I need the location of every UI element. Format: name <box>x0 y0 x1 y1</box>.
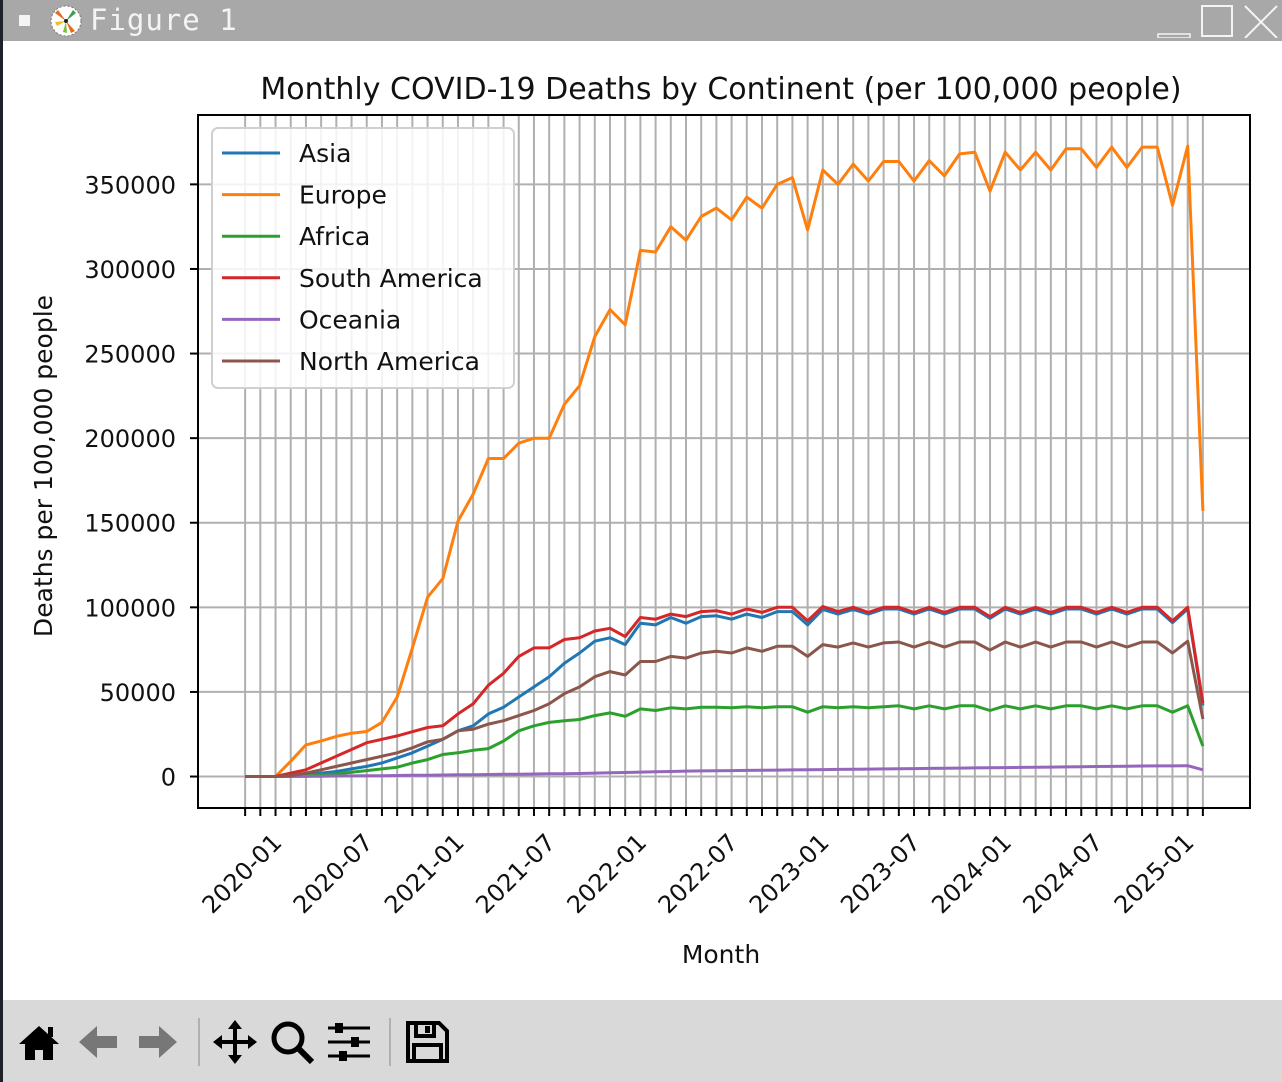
x-tick-label: 2024-01 <box>926 828 1017 919</box>
figure-window: Figure 1 <box>3 0 1282 1082</box>
minimize-button[interactable] <box>1155 4 1195 38</box>
y-tick-label: 200000 <box>84 425 176 453</box>
matplotlib-logo-icon <box>50 5 82 37</box>
legend-label: North America <box>299 347 480 376</box>
navigation-toolbar <box>3 1000 1282 1082</box>
title-bar[interactable]: Figure 1 <box>3 0 1282 41</box>
back-arrow-icon[interactable] <box>75 1018 123 1066</box>
toolbar-separator <box>389 1018 391 1066</box>
legend: Asia Europe Africa South America Oceania Nort… <box>211 127 515 389</box>
home-icon[interactable] <box>15 1018 63 1066</box>
x-tick-label: 2023-07 <box>835 828 926 919</box>
series-lines <box>245 144 1205 778</box>
x-tick-label: 2023-01 <box>744 828 835 919</box>
pan-move-icon[interactable] <box>211 1018 259 1066</box>
chart-title: Monthly COVID-19 Deaths by Continent (pe… <box>260 72 1181 107</box>
legend-label: Asia <box>299 139 351 168</box>
y-tick-label: 300000 <box>84 256 176 284</box>
y-tick-label: 250000 <box>84 341 176 369</box>
forward-arrow-icon[interactable] <box>133 1018 181 1066</box>
legend-box <box>211 127 515 389</box>
x-tick-label: 2022-07 <box>653 828 744 919</box>
y-tick-label: 100000 <box>84 594 176 622</box>
configure-subplots-icon[interactable] <box>325 1018 373 1066</box>
legend-label: Africa <box>299 222 370 251</box>
maximize-button[interactable] <box>1199 4 1239 38</box>
series-line-north-america <box>245 639 1205 778</box>
x-axis-label: Month <box>682 940 760 969</box>
x-tick-label: 2025-01 <box>1109 828 1200 919</box>
series-line-africa <box>245 704 1205 778</box>
plot-frame <box>197 114 1251 809</box>
legend-label: Oceania <box>299 305 401 334</box>
x-tick-label: 2021-01 <box>379 828 470 919</box>
window-title: Figure 1 <box>90 3 238 37</box>
window-menu-icon[interactable] <box>19 15 30 26</box>
y-tick-label: 50000 <box>100 679 176 707</box>
x-tick-label: 2021-07 <box>470 828 561 919</box>
y-axis-label: Deaths per 100,000 people <box>29 295 58 637</box>
series-line-oceania <box>245 764 1204 778</box>
save-floppy-icon[interactable] <box>403 1018 451 1066</box>
close-button[interactable] <box>1241 4 1281 38</box>
series-line-south-america <box>245 605 1205 778</box>
series-line-asia <box>245 607 1205 778</box>
x-tick-label: 2020-01 <box>197 828 288 919</box>
x-tick-label: 2020-07 <box>288 828 379 919</box>
y-tick-label: 0 <box>161 764 176 792</box>
y-tick-label: 350000 <box>84 171 176 199</box>
legend-label: South America <box>299 264 483 293</box>
x-tick-label: 2024-07 <box>1018 828 1109 919</box>
zoom-magnifier-icon[interactable] <box>268 1018 316 1066</box>
toolbar-separator <box>198 1018 200 1066</box>
series-line-europe <box>245 144 1205 778</box>
y-tick-label: 150000 <box>84 510 176 538</box>
legend-label: Europe <box>299 181 387 210</box>
x-tick-label: 2022-01 <box>562 828 653 919</box>
